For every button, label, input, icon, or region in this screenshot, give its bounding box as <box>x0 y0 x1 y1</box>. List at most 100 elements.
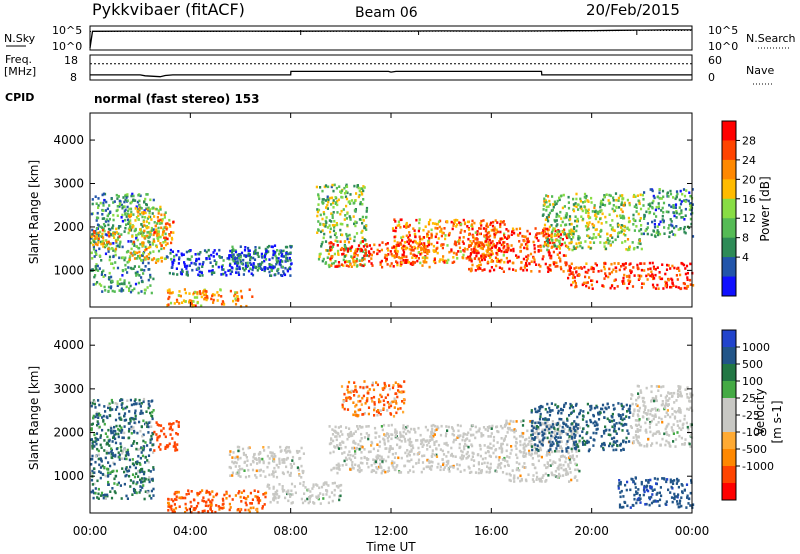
scatter-cell <box>329 227 332 231</box>
scatter-cell <box>665 285 668 289</box>
scatter-cell <box>229 506 232 509</box>
scatter-cell <box>437 462 440 466</box>
scatter-cell <box>151 417 154 421</box>
scatter-cell <box>198 274 201 277</box>
scatter-cell <box>247 246 250 250</box>
scatter-cell <box>253 252 256 255</box>
scatter-cell <box>90 490 93 494</box>
scatter-cell <box>322 483 325 486</box>
scatter-cell <box>289 450 292 454</box>
scatter-cell <box>600 199 603 203</box>
scatter-cell <box>647 267 650 271</box>
scatter-cell <box>406 454 409 458</box>
scatter-cell <box>668 224 671 227</box>
scatter-cell <box>457 434 460 438</box>
scatter-cell <box>474 242 477 246</box>
scatter-cell <box>341 452 344 455</box>
scatter-cell <box>145 226 148 230</box>
scatter-cell <box>253 258 257 261</box>
scatter-cell <box>246 261 249 265</box>
scatter-cell <box>421 247 424 250</box>
scatter-cell <box>678 269 681 272</box>
scatter-cell <box>123 218 127 222</box>
scatter-cell <box>142 210 145 214</box>
scatter-cell <box>574 219 577 223</box>
scatter-cell <box>139 405 142 408</box>
scatter-cell <box>435 455 439 458</box>
scatter-cell <box>330 264 333 267</box>
scatter-cell <box>286 252 289 256</box>
scatter-cell <box>617 232 620 235</box>
scatter-cell <box>128 436 131 440</box>
scatter-cell <box>337 462 340 466</box>
scatter-cell <box>595 228 598 231</box>
scatter-cell <box>620 230 623 233</box>
scatter-cell <box>506 237 509 240</box>
scatter-cell <box>350 199 354 202</box>
scatter-cell <box>259 468 262 472</box>
scatter-cell <box>663 226 666 229</box>
scatter-cell <box>389 404 393 408</box>
scatter-cell <box>548 241 551 245</box>
scatter-cell <box>650 275 654 278</box>
scatter-cell <box>486 225 490 228</box>
scatter-cell <box>357 244 361 247</box>
scatter-cell <box>653 219 656 222</box>
scatter-cell <box>286 456 289 460</box>
scatter-cell <box>143 288 146 292</box>
scatter-cell <box>510 428 513 432</box>
scatter-cell <box>142 272 145 275</box>
scatter-cell <box>125 405 129 409</box>
scatter-cell <box>369 252 372 256</box>
scatter-cell <box>332 450 335 454</box>
scatter-cell <box>132 481 135 485</box>
scatter-cell <box>264 475 267 478</box>
scatter-cell <box>675 209 678 213</box>
scatter-cell <box>672 233 675 236</box>
scatter-cell <box>491 252 494 256</box>
scatter-cell <box>423 242 426 245</box>
scatter-cell <box>200 295 203 299</box>
scatter-cell <box>173 255 176 258</box>
scatter-cell <box>276 249 279 252</box>
scatter-cell <box>460 457 463 461</box>
scatter-cell <box>170 504 173 508</box>
scatter-cell <box>408 430 411 434</box>
scatter-cell <box>527 240 530 243</box>
scatter-cell <box>557 245 560 248</box>
scatter-cell <box>635 210 638 213</box>
scatter-cell <box>95 219 98 222</box>
scatter-cell <box>155 433 158 436</box>
scatter-cell <box>493 235 496 239</box>
scatter-cell <box>626 198 629 202</box>
scatter-cell <box>170 291 173 295</box>
scatter-cell <box>522 257 525 261</box>
scatter-cell <box>492 228 495 232</box>
scatter-cell <box>136 273 139 276</box>
scatter-cell <box>441 458 444 461</box>
scatter-cell <box>396 250 399 253</box>
scatter-cell <box>568 215 572 218</box>
scatter-cell <box>446 261 449 264</box>
scatter-cell <box>397 385 400 388</box>
scatter-cell <box>452 466 455 469</box>
scatter-cell <box>470 434 473 437</box>
scatter-cell <box>115 193 118 197</box>
scatter-cell <box>370 262 373 265</box>
scatter-cell <box>275 262 278 266</box>
scatter-cell <box>479 241 482 244</box>
scatter-cell <box>422 438 425 441</box>
scatter-cell <box>344 214 347 217</box>
scatter-cell <box>485 222 489 226</box>
scatter-cell <box>338 443 341 446</box>
scatter-cell <box>260 263 263 266</box>
scatter-cell <box>522 269 525 272</box>
scatter-cell <box>523 266 527 269</box>
scatter-cell <box>575 229 578 233</box>
scatter-cell <box>123 282 126 286</box>
scatter-cell <box>417 257 420 260</box>
scatter-cell <box>339 425 342 428</box>
scatter-cell <box>144 461 147 464</box>
scatter-cell <box>441 258 444 261</box>
scatter-cell <box>331 201 335 205</box>
